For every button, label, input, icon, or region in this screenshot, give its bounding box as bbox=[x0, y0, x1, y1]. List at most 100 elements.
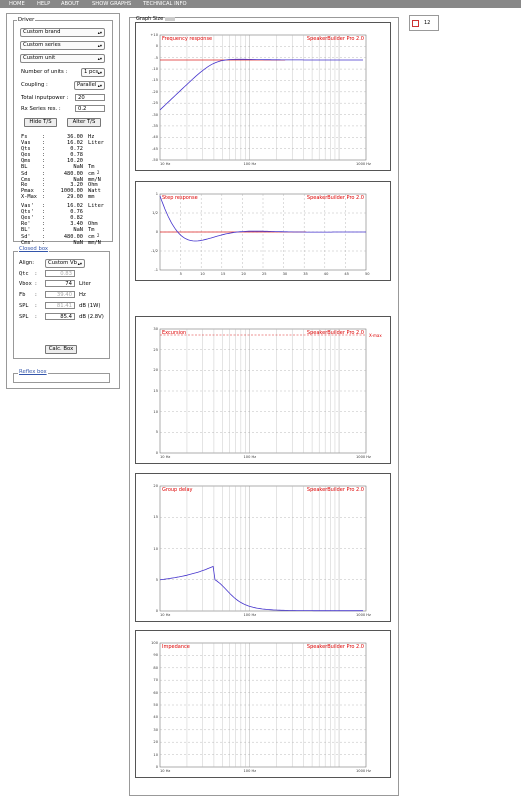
y-tick-label: 80 bbox=[153, 665, 158, 670]
ts-param-name: Qes bbox=[21, 151, 31, 158]
ts-colon: : bbox=[42, 145, 46, 152]
units-select[interactable]: 1 pcs ▴▾ bbox=[81, 68, 105, 77]
ts-param-unit: mm bbox=[88, 194, 95, 201]
x-tick-label: 10 Hz bbox=[160, 769, 171, 773]
alter-ts-button[interactable]: Alter T/S bbox=[67, 118, 101, 127]
reflex-box-fieldset bbox=[13, 373, 110, 383]
x-tick-label: 30 bbox=[282, 272, 288, 276]
reflex-box-legend[interactable]: Reflex box bbox=[18, 369, 48, 375]
ts-param-unit: Tm bbox=[88, 226, 95, 233]
calc-box-button[interactable]: Calc. Box bbox=[45, 345, 77, 354]
nav-technical-info[interactable]: TECHNICAL INFO bbox=[143, 1, 187, 7]
ts-param-value: 0.82 bbox=[70, 214, 83, 221]
y-tick-label: 0 bbox=[155, 609, 158, 613]
ts-param-value: 3.40 bbox=[70, 220, 83, 227]
ts-colon: : bbox=[42, 239, 46, 246]
updown-icon: ▴▾ bbox=[97, 56, 102, 61]
hide-ts-button[interactable]: Hide T/S bbox=[24, 118, 57, 127]
qtc-label: Qtc bbox=[19, 270, 29, 277]
align-select[interactable]: Custom Vb ▴▾ bbox=[45, 259, 85, 268]
graph-plot bbox=[159, 328, 367, 454]
fb-unit: Hz bbox=[79, 291, 86, 298]
ts-param-unit: Hz bbox=[88, 134, 95, 140]
updown-icon: ▴▾ bbox=[97, 83, 102, 88]
graph-title: Excursion bbox=[162, 330, 187, 336]
brand-select[interactable]: Custom brand ▴▾ bbox=[20, 28, 105, 37]
coupling-label: Coupling : bbox=[21, 82, 48, 88]
nav-help[interactable]: HELP bbox=[37, 1, 51, 7]
y-tick-label: 70 bbox=[153, 678, 158, 683]
series-select[interactable]: Custom series ▴▾ bbox=[20, 41, 105, 50]
nav-about[interactable]: ABOUT bbox=[61, 1, 80, 7]
closed-box-legend[interactable]: Closed box bbox=[18, 246, 50, 252]
driver-legend: Driver bbox=[17, 17, 36, 23]
ts-colon: : bbox=[42, 176, 46, 183]
spl2-unit: dB (2.8V) bbox=[79, 313, 104, 320]
nav-home[interactable]: HOME bbox=[9, 1, 25, 7]
y-tick-label: 0 bbox=[155, 765, 158, 769]
graph-brand: SpeakerBuilder Pro 2.0 bbox=[306, 644, 364, 650]
x-tick-label: 1000 Hz bbox=[356, 455, 371, 459]
ts-param-name: X-Max bbox=[21, 194, 37, 201]
fb-input: 39.40 bbox=[45, 291, 75, 298]
ts-param-unit: Ohm bbox=[88, 182, 98, 189]
ts-colon: : bbox=[42, 182, 46, 189]
x-tick-label: 100 Hz bbox=[243, 162, 257, 166]
vbox-input[interactable]: 74 bbox=[45, 280, 75, 287]
ts-colon: : bbox=[42, 233, 46, 240]
coupling-select[interactable]: Parallel ▴▾ bbox=[74, 81, 105, 90]
graph-size-slider[interactable] bbox=[164, 16, 175, 21]
ts-colon: : bbox=[42, 226, 46, 233]
x-tick-label: 35 bbox=[303, 272, 308, 276]
units-label: Number of units : bbox=[21, 69, 68, 75]
ts-colon: : bbox=[42, 170, 46, 177]
x-tick-label: 10 Hz bbox=[160, 455, 171, 459]
y-tick-label: 60 bbox=[153, 690, 158, 695]
ts-param-name: Qts bbox=[21, 145, 31, 152]
graph-title: Step response bbox=[162, 195, 198, 201]
y-tick-label: 20 bbox=[153, 740, 158, 745]
ts-colon: : bbox=[42, 139, 46, 146]
ts-param-name: Qts' bbox=[21, 209, 34, 215]
graph-plot bbox=[159, 193, 367, 271]
colon: : bbox=[35, 313, 37, 320]
y-tick-label: 15 bbox=[153, 389, 158, 393]
y-tick-label: 10 bbox=[153, 752, 158, 757]
nav-show-graphs[interactable]: SHOW GRAPHS bbox=[92, 1, 132, 7]
x-tick-label: 45 bbox=[344, 272, 349, 276]
unit-select[interactable]: Custom unit ▴▾ bbox=[20, 54, 105, 63]
y-tick-label: 20 bbox=[153, 484, 158, 488]
ts-param-value: 29.00 bbox=[67, 194, 83, 201]
ts-param-name: BL bbox=[21, 163, 28, 170]
x-tick-label: 25 bbox=[262, 272, 267, 276]
y-tick-label: 50 bbox=[153, 703, 158, 707]
graph-brand: SpeakerBuilder Pro 2.0 bbox=[306, 330, 364, 336]
ts-param-name: BL' bbox=[21, 226, 31, 233]
align-select-value: Custom Vb bbox=[48, 260, 77, 266]
graph-size-label: Graph Size bbox=[136, 16, 175, 22]
y-tick-label: -45 bbox=[152, 146, 158, 151]
ts-param-value: NaN bbox=[73, 163, 83, 170]
graph-panel: Excursion SpeakerBuilder Pro 2.0 X-max 30 25… bbox=[135, 316, 391, 464]
graph-brand: SpeakerBuilder Pro 2.0 bbox=[306, 36, 364, 42]
x-tick-label: 1000 Hz bbox=[356, 769, 371, 773]
size-icon bbox=[412, 20, 419, 27]
ts-param-unit: cm bbox=[88, 233, 95, 240]
y-tick-label: +10 bbox=[150, 33, 158, 37]
y-tick-label: 30 bbox=[153, 727, 158, 732]
rx-input[interactable]: 0.2 bbox=[75, 105, 105, 112]
x-tick-label: 40 bbox=[323, 272, 329, 276]
ts-param-unit: Ohm bbox=[88, 220, 98, 227]
power-input[interactable]: 20 bbox=[75, 94, 105, 101]
graph-title: Frequency response bbox=[162, 36, 213, 42]
ts-param-value: 0.76 bbox=[70, 209, 83, 215]
unit-select-value: Custom unit bbox=[23, 55, 56, 61]
graph-panel: Group delay SpeakerBuilder Pro 2.0 20 15 10 5… bbox=[135, 473, 391, 622]
y-tick-label: 40 bbox=[153, 715, 158, 720]
brand-select-value: Custom brand bbox=[23, 29, 61, 35]
spl2-input[interactable]: 85.4 bbox=[45, 313, 75, 320]
graph-title: Impedance bbox=[162, 644, 190, 650]
ts-param-value: NaN bbox=[73, 226, 83, 233]
response-curve bbox=[159, 565, 363, 612]
size-widget[interactable]: 12 bbox=[409, 15, 439, 31]
